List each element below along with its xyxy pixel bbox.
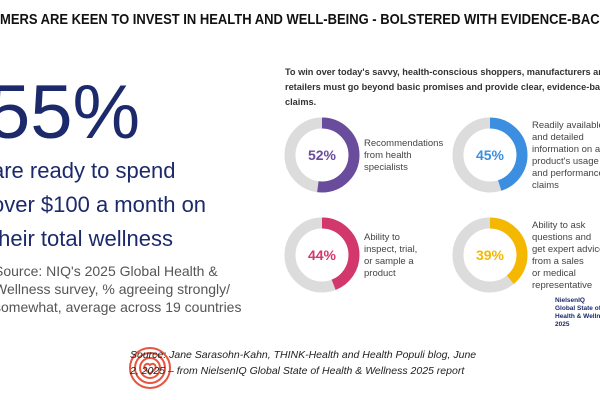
logo-line: 2025 — [555, 321, 570, 328]
stat-source: somewhat, average across 19 countries — [0, 299, 241, 315]
logo-line: Global State of — [555, 305, 600, 312]
donut-caption: Readily available — [532, 120, 600, 131]
intro-line: claims. — [285, 97, 316, 107]
donut-caption: Recommendations — [364, 138, 443, 149]
stat-source: Wellness survey, % agreeing strongly/ — [0, 281, 230, 297]
stat-source: Source: NIQ's 2025 Global Health & — [0, 263, 218, 279]
donut-caption: claims — [532, 180, 559, 191]
donut-label: 52% — [308, 147, 337, 163]
donut-caption: product's usage — [532, 156, 599, 167]
title: MERS ARE KEEN TO INVEST IN HEALTH AND WE… — [0, 11, 600, 28]
logo-line: Health & Wellness — [555, 313, 600, 320]
donut-caption: Ability to — [364, 232, 400, 243]
intro-line: retailers must go beyond basic promises … — [285, 82, 600, 92]
donut-caption: or sample a — [364, 256, 414, 267]
donut-caption: from health — [364, 150, 412, 161]
heart-logo — [129, 347, 171, 389]
donut-label: 44% — [308, 247, 337, 263]
donut-caption: and performance — [532, 168, 600, 179]
stat-line: their total wellness — [0, 226, 173, 251]
donut-caption: inspect, trial, — [364, 244, 417, 255]
donut-caption: product — [364, 268, 396, 279]
logo-line: NielsenIQ — [555, 297, 585, 304]
donut-arc — [284, 117, 360, 193]
donut-caption: Ability to ask — [532, 220, 586, 231]
donut-arc — [452, 217, 528, 293]
donut-caption: specialists — [364, 162, 408, 173]
donut-caption: or medical — [532, 268, 576, 279]
big-stat: 55% — [0, 70, 140, 155]
donut-caption: information on a — [532, 144, 600, 155]
donut-arc — [284, 217, 360, 293]
footer-source: 2, 2025 – from NielsenIQ Global State of… — [129, 365, 465, 377]
donut-caption: representative — [532, 280, 592, 291]
donut-caption: get expert advice — [532, 244, 600, 255]
donut-label: 39% — [476, 247, 505, 263]
donut-arc — [452, 117, 528, 193]
stat-line: over $100 a month on — [0, 192, 206, 217]
donut-caption: and detailed — [532, 132, 584, 143]
stat-line: are ready to spend — [0, 158, 175, 183]
footer-source: Source: Jane Sarasohn-Kahn, THINK-Health… — [130, 349, 476, 361]
donut-caption: questions and — [532, 232, 591, 243]
donut-caption: from a sales — [532, 256, 584, 267]
intro-line: To win over today's savvy, health-consci… — [285, 67, 600, 77]
donut-label: 45% — [476, 147, 505, 163]
